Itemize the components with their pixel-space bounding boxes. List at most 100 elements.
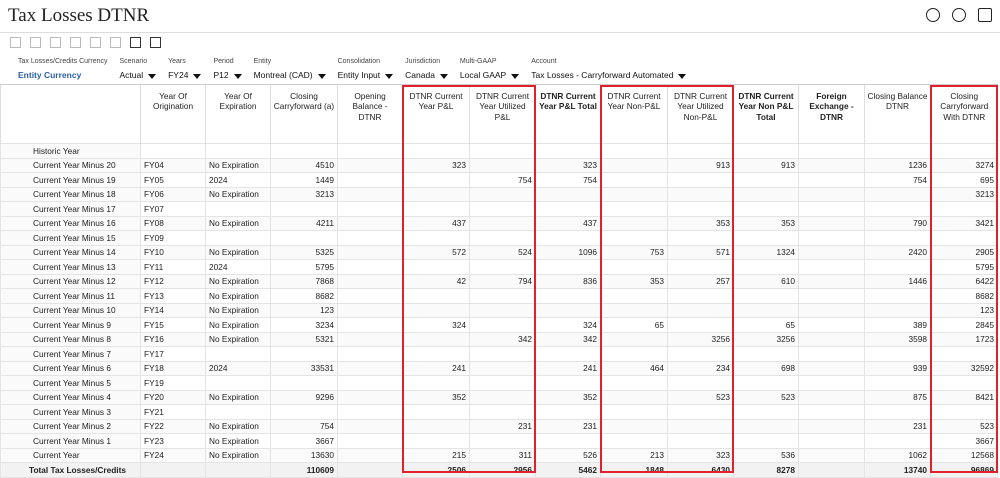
- pov-value[interactable]: Canada: [405, 70, 448, 80]
- info-icon[interactable]: [926, 8, 940, 22]
- cell: FY04: [140, 157, 206, 173]
- cell: [337, 259, 403, 275]
- row-header: Current Year Minus 9: [0, 317, 141, 333]
- row: Current Year Minus 11 FY13 No Expiration 86…: [0, 288, 998, 304]
- cell: [798, 186, 865, 202]
- cell: 3213: [270, 186, 338, 202]
- cell: 5321: [270, 331, 338, 347]
- cell: 790: [864, 215, 931, 231]
- cell: 42: [402, 273, 470, 289]
- page-title: Tax Losses DTNR: [8, 5, 150, 26]
- cell: 110609: [270, 462, 338, 478]
- cell: [270, 143, 338, 159]
- pov-value[interactable]: Entity Input: [338, 70, 394, 80]
- pov-value[interactable]: Montreal (CAD): [254, 70, 326, 80]
- cell: [535, 288, 601, 304]
- tool[interactable]: [130, 37, 141, 48]
- pov-item: Scenario Actual: [119, 55, 156, 84]
- corner-cell: [0, 84, 141, 144]
- cell: [469, 389, 536, 405]
- pov-value[interactable]: Local GAAP: [460, 70, 519, 80]
- cell: [864, 404, 931, 420]
- row: Current Year Minus 8 FY16 No Expiration 532…: [0, 331, 998, 347]
- cell: FY16: [140, 331, 206, 347]
- column-header: Year Of Origination: [140, 84, 206, 144]
- tool[interactable]: [90, 37, 101, 48]
- highlight-box: [402, 85, 536, 473]
- cell: [798, 462, 865, 478]
- column-header: DTNR Current Year Non P&L Total: [733, 84, 799, 144]
- tool[interactable]: [50, 37, 61, 48]
- cell: [337, 215, 403, 231]
- pov-item: Years FY24: [168, 55, 201, 84]
- tool[interactable]: [70, 37, 81, 48]
- cell: [140, 143, 206, 159]
- cell: [798, 418, 865, 434]
- column-header: Year Of Expiration: [205, 84, 271, 144]
- column-header: Closing Carryforward (a): [270, 84, 338, 144]
- cell: 65: [733, 317, 799, 333]
- row-header: Current Year Minus 1: [0, 433, 141, 449]
- cell: No Expiration: [205, 331, 271, 347]
- cell: FY07: [140, 201, 206, 217]
- cell: 257: [667, 273, 734, 289]
- row-header: Current Year Minus 14: [0, 244, 141, 260]
- row-header: Current Year: [0, 447, 141, 463]
- cell: [270, 230, 338, 246]
- cell: FY13: [140, 288, 206, 304]
- cell: 3274: [930, 157, 998, 173]
- cell: [864, 375, 931, 391]
- cell: 213: [600, 447, 668, 463]
- tool[interactable]: [10, 37, 21, 48]
- cell: 8421: [930, 389, 998, 405]
- pov-value[interactable]: Entity Currency: [18, 70, 82, 80]
- cell: [798, 447, 865, 463]
- pov-value[interactable]: FY24: [168, 70, 201, 80]
- cell: [270, 346, 338, 362]
- cell: [864, 433, 931, 449]
- cell: [337, 404, 403, 420]
- cell: 754: [270, 418, 338, 434]
- row-header: Current Year Minus 4: [0, 389, 141, 405]
- cell: [337, 230, 403, 246]
- cell: [337, 273, 403, 289]
- cell: [535, 302, 601, 318]
- pov-value[interactable]: P12: [213, 70, 241, 80]
- pov-value[interactable]: Tax Losses - Carryforward Automated: [531, 70, 686, 80]
- cell: [733, 143, 799, 159]
- column-header: Foreign Exchange - DTNR: [798, 84, 865, 144]
- cell: [864, 346, 931, 362]
- tool[interactable]: [30, 37, 41, 48]
- cell: [337, 186, 403, 202]
- row: Current Year Minus 12 FY12 No Expiration 78…: [0, 273, 998, 289]
- cell: 836: [535, 273, 601, 289]
- row: Current Year Minus 19 FY05 2024 1449 754 754 7…: [0, 172, 998, 188]
- cell: 3234: [270, 317, 338, 333]
- pov-value[interactable]: Actual: [119, 70, 156, 80]
- refresh-icon[interactable]: [952, 8, 966, 22]
- cell: 123: [930, 302, 998, 318]
- tool[interactable]: [150, 37, 161, 48]
- row: Current Year Minus 1 FY23 No Expiration 366…: [0, 433, 998, 449]
- cell: [270, 404, 338, 420]
- cell: [535, 143, 601, 159]
- cell: [205, 201, 271, 217]
- row: Current Year Minus 18 FY06 No Expiration 32…: [0, 186, 998, 202]
- cell: No Expiration: [205, 215, 271, 231]
- cell: [337, 360, 403, 376]
- cell: No Expiration: [205, 302, 271, 318]
- cell: [864, 201, 931, 217]
- header-icons: [926, 8, 992, 22]
- row-header: Current Year Minus 17: [0, 201, 141, 217]
- cell: [798, 273, 865, 289]
- cell: 353: [733, 215, 799, 231]
- tool[interactable]: [110, 37, 121, 48]
- row: Current Year Minus 10 FY14 No Expiration 12…: [0, 302, 998, 318]
- cell: 610: [733, 273, 799, 289]
- cell: [798, 143, 865, 159]
- header-row: Year Of Origination Year Of Expiration Clo…: [0, 84, 998, 144]
- export-icon[interactable]: [978, 8, 992, 22]
- row: Current Year Minus 3 FY21: [0, 404, 998, 420]
- pov-item: Account Tax Losses - Carryforward Automat…: [531, 55, 686, 84]
- column-header: DTNR Current Year Utilized P&L: [469, 84, 536, 144]
